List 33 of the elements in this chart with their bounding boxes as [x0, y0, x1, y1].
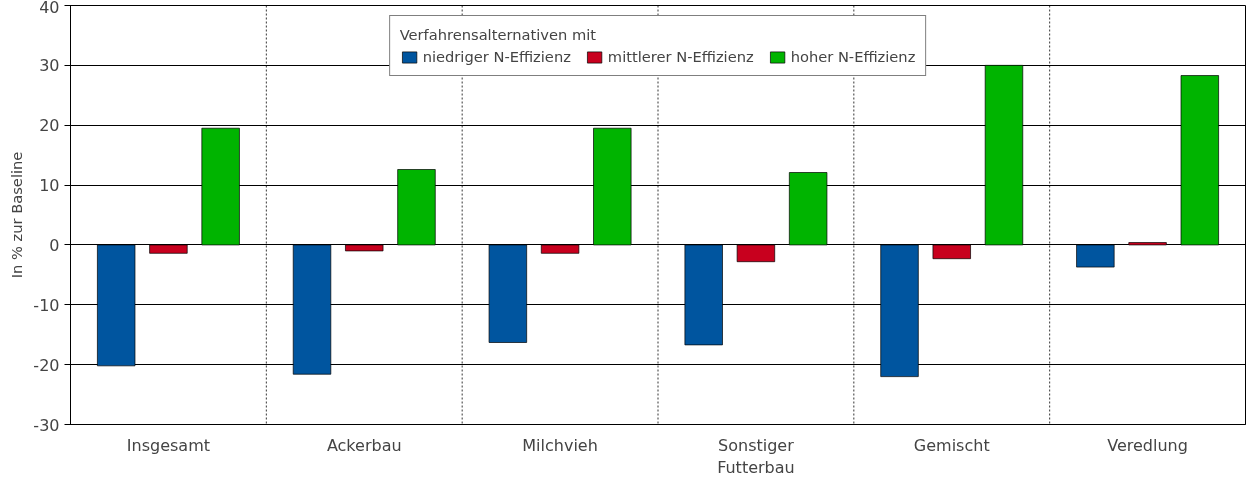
bar — [932, 244, 971, 260]
bar — [488, 244, 528, 343]
bar — [397, 169, 436, 246]
y-tick-label: 40 — [39, 0, 60, 17]
y-tick-label: 0 — [49, 235, 60, 255]
bar — [788, 172, 828, 246]
bar — [684, 244, 723, 346]
legend-label: hoher N-Effizienz — [790, 48, 916, 65]
bar — [1128, 242, 1167, 246]
legend-title: Verfahrensalternativen mit — [399, 26, 598, 43]
y-tick-label: 30 — [39, 56, 60, 76]
y-tick-label: -30 — [33, 415, 60, 435]
bar — [149, 244, 188, 254]
bar — [1180, 75, 1219, 246]
bar — [593, 127, 632, 246]
y-tick-label: -20 — [33, 355, 60, 375]
legend-label: niedriger N-Effizienz — [422, 48, 571, 65]
bar — [201, 127, 240, 246]
y-axis-title: In % zur Baseline — [8, 151, 26, 279]
bar — [1076, 244, 1115, 268]
x-tick-label: Gemischt — [913, 435, 990, 455]
x-tick-label: Veredlung — [1107, 435, 1188, 455]
bar — [345, 244, 384, 252]
x-tick-label: Insgesamt — [126, 435, 211, 455]
x-tick-label: Ackerbau — [326, 435, 402, 455]
x-tick-label: Sonstiger Futterbau — [717, 435, 795, 478]
x-tick-label: Milchvieh — [522, 435, 598, 455]
y-tick-label: 20 — [39, 116, 60, 136]
y-tick-label: 10 — [39, 176, 60, 196]
y-tick-label: -10 — [33, 295, 60, 315]
bar — [540, 244, 580, 254]
bar — [736, 244, 776, 263]
legend-label: mittlerer N-Effizienz — [607, 48, 754, 65]
